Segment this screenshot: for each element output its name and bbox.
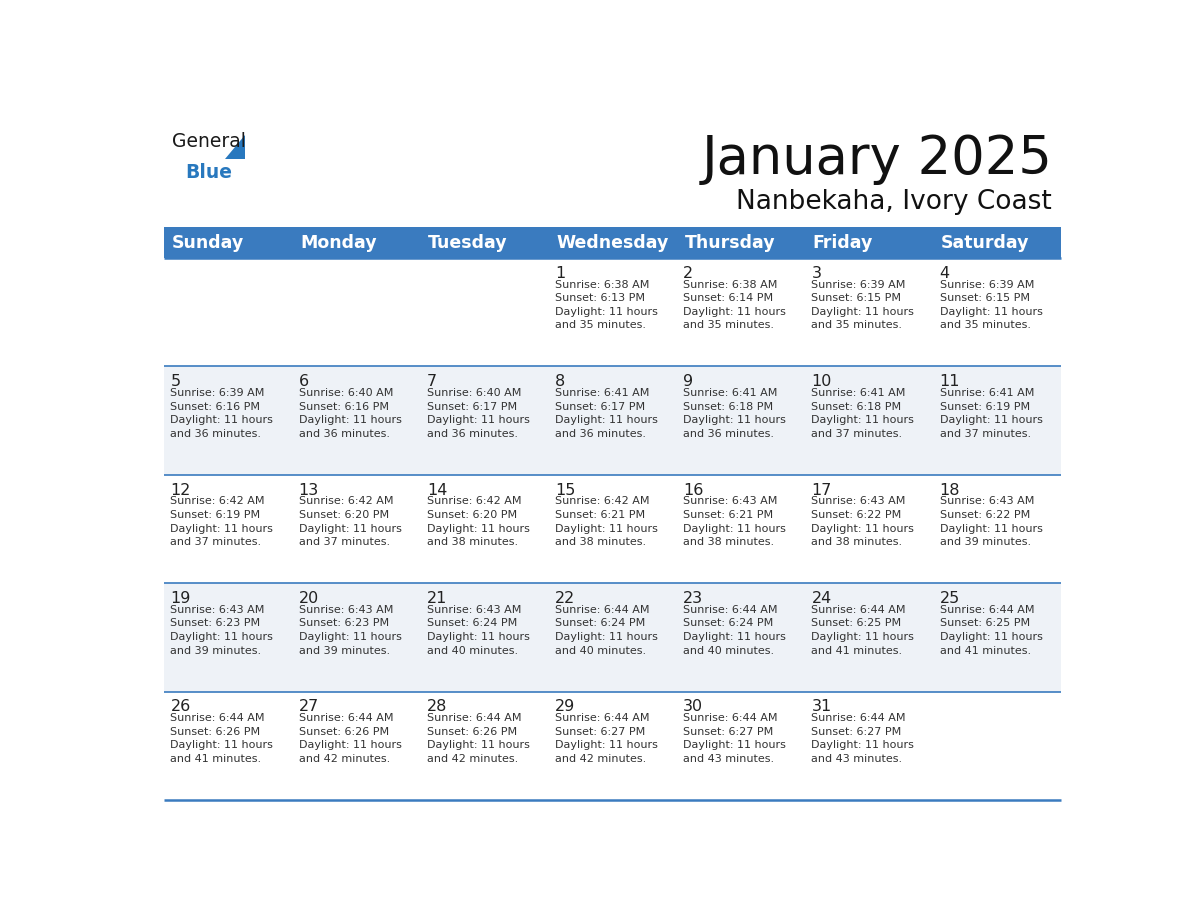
Text: 13: 13 (298, 483, 318, 498)
Bar (805, 227, 934, 258)
Text: Sunrise: 6:44 AM
Sunset: 6:27 PM
Daylight: 11 hours
and 42 minutes.: Sunrise: 6:44 AM Sunset: 6:27 PM Dayligh… (555, 713, 658, 764)
Polygon shape (225, 135, 245, 160)
Text: Blue: Blue (185, 162, 233, 182)
Text: 3: 3 (811, 265, 821, 281)
Text: Nanbekaha, Ivory Coast: Nanbekaha, Ivory Coast (737, 189, 1053, 215)
Text: Sunrise: 6:43 AM
Sunset: 6:21 PM
Daylight: 11 hours
and 38 minutes.: Sunrise: 6:43 AM Sunset: 6:21 PM Dayligh… (683, 497, 786, 547)
Text: Sunrise: 6:41 AM
Sunset: 6:18 PM
Daylight: 11 hours
and 36 minutes.: Sunrise: 6:41 AM Sunset: 6:18 PM Dayligh… (683, 388, 786, 439)
Text: 7: 7 (426, 375, 437, 389)
Text: Sunrise: 6:44 AM
Sunset: 6:26 PM
Daylight: 11 hours
and 42 minutes.: Sunrise: 6:44 AM Sunset: 6:26 PM Dayligh… (298, 713, 402, 764)
Text: Sunrise: 6:39 AM
Sunset: 6:15 PM
Daylight: 11 hours
and 35 minutes.: Sunrise: 6:39 AM Sunset: 6:15 PM Dayligh… (940, 280, 1043, 330)
Text: 19: 19 (170, 591, 191, 606)
Bar (164, 258, 1061, 366)
Text: Sunrise: 6:44 AM
Sunset: 6:27 PM
Daylight: 11 hours
and 43 minutes.: Sunrise: 6:44 AM Sunset: 6:27 PM Dayligh… (683, 713, 786, 764)
Text: General: General (172, 131, 246, 151)
Text: 6: 6 (298, 375, 309, 389)
Text: Monday: Monday (299, 233, 377, 252)
Text: Sunrise: 6:42 AM
Sunset: 6:20 PM
Daylight: 11 hours
and 37 minutes.: Sunrise: 6:42 AM Sunset: 6:20 PM Dayligh… (298, 497, 402, 547)
Text: Sunrise: 6:43 AM
Sunset: 6:24 PM
Daylight: 11 hours
and 40 minutes.: Sunrise: 6:43 AM Sunset: 6:24 PM Dayligh… (426, 605, 530, 655)
Text: Sunrise: 6:44 AM
Sunset: 6:26 PM
Daylight: 11 hours
and 41 minutes.: Sunrise: 6:44 AM Sunset: 6:26 PM Dayligh… (170, 713, 273, 764)
Bar (677, 227, 805, 258)
Text: 12: 12 (170, 483, 191, 498)
Text: 1: 1 (555, 265, 565, 281)
Text: 5: 5 (170, 375, 181, 389)
Text: Sunrise: 6:42 AM
Sunset: 6:21 PM
Daylight: 11 hours
and 38 minutes.: Sunrise: 6:42 AM Sunset: 6:21 PM Dayligh… (555, 497, 658, 547)
Text: 25: 25 (940, 591, 960, 606)
Text: 15: 15 (555, 483, 575, 498)
Text: 27: 27 (298, 700, 318, 714)
Bar (164, 583, 1061, 691)
Text: 9: 9 (683, 375, 694, 389)
Text: Sunrise: 6:39 AM
Sunset: 6:16 PM
Daylight: 11 hours
and 36 minutes.: Sunrise: 6:39 AM Sunset: 6:16 PM Dayligh… (170, 388, 273, 439)
Text: Sunrise: 6:44 AM
Sunset: 6:26 PM
Daylight: 11 hours
and 42 minutes.: Sunrise: 6:44 AM Sunset: 6:26 PM Dayligh… (426, 713, 530, 764)
Text: Saturday: Saturday (941, 233, 1030, 252)
Text: Wednesday: Wednesday (556, 233, 669, 252)
Text: 29: 29 (555, 700, 575, 714)
Bar (164, 691, 1061, 800)
Text: 28: 28 (426, 700, 447, 714)
Text: 31: 31 (811, 700, 832, 714)
Text: Friday: Friday (813, 233, 873, 252)
Text: Sunrise: 6:44 AM
Sunset: 6:24 PM
Daylight: 11 hours
and 40 minutes.: Sunrise: 6:44 AM Sunset: 6:24 PM Dayligh… (683, 605, 786, 655)
Text: Sunrise: 6:41 AM
Sunset: 6:17 PM
Daylight: 11 hours
and 36 minutes.: Sunrise: 6:41 AM Sunset: 6:17 PM Dayligh… (555, 388, 658, 439)
Text: 24: 24 (811, 591, 832, 606)
Bar (164, 227, 292, 258)
Text: 16: 16 (683, 483, 703, 498)
Bar (164, 366, 1061, 475)
Bar (421, 227, 549, 258)
Text: 21: 21 (426, 591, 447, 606)
Text: 23: 23 (683, 591, 703, 606)
Text: Sunrise: 6:43 AM
Sunset: 6:23 PM
Daylight: 11 hours
and 39 minutes.: Sunrise: 6:43 AM Sunset: 6:23 PM Dayligh… (298, 605, 402, 655)
Text: Sunrise: 6:43 AM
Sunset: 6:22 PM
Daylight: 11 hours
and 39 minutes.: Sunrise: 6:43 AM Sunset: 6:22 PM Dayligh… (940, 497, 1043, 547)
Text: Sunrise: 6:44 AM
Sunset: 6:27 PM
Daylight: 11 hours
and 43 minutes.: Sunrise: 6:44 AM Sunset: 6:27 PM Dayligh… (811, 713, 915, 764)
Text: Sunrise: 6:41 AM
Sunset: 6:18 PM
Daylight: 11 hours
and 37 minutes.: Sunrise: 6:41 AM Sunset: 6:18 PM Dayligh… (811, 388, 915, 439)
Text: Sunrise: 6:41 AM
Sunset: 6:19 PM
Daylight: 11 hours
and 37 minutes.: Sunrise: 6:41 AM Sunset: 6:19 PM Dayligh… (940, 388, 1043, 439)
Text: 14: 14 (426, 483, 447, 498)
Text: 2: 2 (683, 265, 694, 281)
Text: Sunrise: 6:43 AM
Sunset: 6:22 PM
Daylight: 11 hours
and 38 minutes.: Sunrise: 6:43 AM Sunset: 6:22 PM Dayligh… (811, 497, 915, 547)
Bar (164, 475, 1061, 583)
Bar (934, 227, 1061, 258)
Text: Sunrise: 6:40 AM
Sunset: 6:17 PM
Daylight: 11 hours
and 36 minutes.: Sunrise: 6:40 AM Sunset: 6:17 PM Dayligh… (426, 388, 530, 439)
Text: 11: 11 (940, 375, 960, 389)
Text: 17: 17 (811, 483, 832, 498)
Text: Tuesday: Tuesday (428, 233, 507, 252)
Bar (292, 227, 421, 258)
Text: January 2025: January 2025 (701, 133, 1053, 185)
Text: 30: 30 (683, 700, 703, 714)
Text: 4: 4 (940, 265, 949, 281)
Text: 22: 22 (555, 591, 575, 606)
Text: Sunrise: 6:38 AM
Sunset: 6:13 PM
Daylight: 11 hours
and 35 minutes.: Sunrise: 6:38 AM Sunset: 6:13 PM Dayligh… (555, 280, 658, 330)
Text: 8: 8 (555, 375, 565, 389)
Text: Sunrise: 6:42 AM
Sunset: 6:20 PM
Daylight: 11 hours
and 38 minutes.: Sunrise: 6:42 AM Sunset: 6:20 PM Dayligh… (426, 497, 530, 547)
Text: Sunday: Sunday (172, 233, 244, 252)
Text: 20: 20 (298, 591, 318, 606)
Text: Sunrise: 6:40 AM
Sunset: 6:16 PM
Daylight: 11 hours
and 36 minutes.: Sunrise: 6:40 AM Sunset: 6:16 PM Dayligh… (298, 388, 402, 439)
Text: Sunrise: 6:44 AM
Sunset: 6:25 PM
Daylight: 11 hours
and 41 minutes.: Sunrise: 6:44 AM Sunset: 6:25 PM Dayligh… (811, 605, 915, 655)
Text: Sunrise: 6:42 AM
Sunset: 6:19 PM
Daylight: 11 hours
and 37 minutes.: Sunrise: 6:42 AM Sunset: 6:19 PM Dayligh… (170, 497, 273, 547)
Text: Sunrise: 6:43 AM
Sunset: 6:23 PM
Daylight: 11 hours
and 39 minutes.: Sunrise: 6:43 AM Sunset: 6:23 PM Dayligh… (170, 605, 273, 655)
Text: Sunrise: 6:38 AM
Sunset: 6:14 PM
Daylight: 11 hours
and 35 minutes.: Sunrise: 6:38 AM Sunset: 6:14 PM Dayligh… (683, 280, 786, 330)
Text: Sunrise: 6:39 AM
Sunset: 6:15 PM
Daylight: 11 hours
and 35 minutes.: Sunrise: 6:39 AM Sunset: 6:15 PM Dayligh… (811, 280, 915, 330)
Bar (549, 227, 677, 258)
Text: 26: 26 (170, 700, 190, 714)
Text: Sunrise: 6:44 AM
Sunset: 6:25 PM
Daylight: 11 hours
and 41 minutes.: Sunrise: 6:44 AM Sunset: 6:25 PM Dayligh… (940, 605, 1043, 655)
Text: 18: 18 (940, 483, 960, 498)
Text: 10: 10 (811, 375, 832, 389)
Text: Thursday: Thursday (684, 233, 775, 252)
Text: Sunrise: 6:44 AM
Sunset: 6:24 PM
Daylight: 11 hours
and 40 minutes.: Sunrise: 6:44 AM Sunset: 6:24 PM Dayligh… (555, 605, 658, 655)
